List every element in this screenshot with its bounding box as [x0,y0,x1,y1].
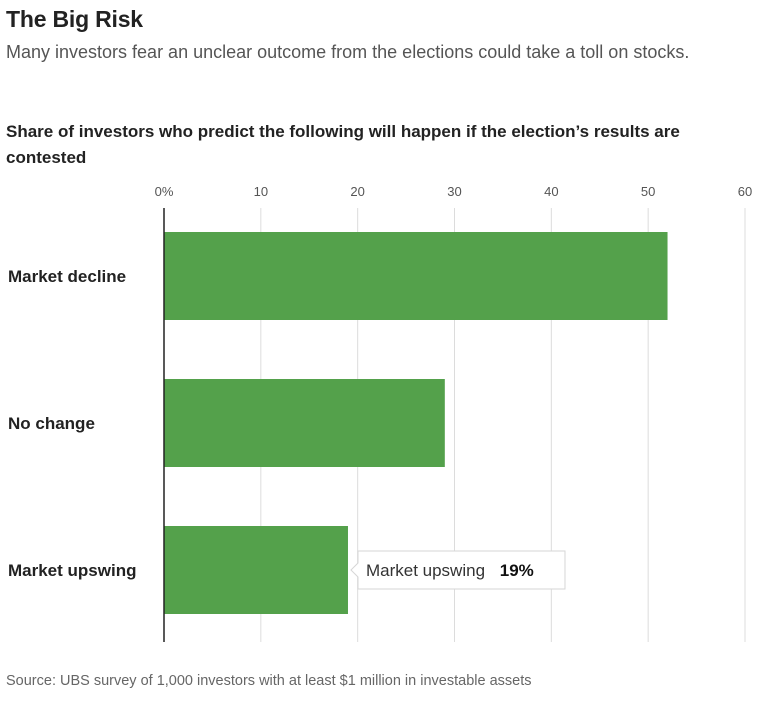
chart-heading: Share of investors who predict the follo… [6,122,680,167]
category-labels: Market decline No change Market upswing [8,267,136,580]
x-tick-label: 30 [447,184,461,199]
bar[interactable] [164,232,668,320]
category-label: Market decline [8,267,126,286]
tooltip-label: Market upswing [366,561,485,580]
source-note: Source: UBS survey of 1,000 investors wi… [6,673,532,689]
tooltip-value: 19% [500,561,534,580]
chart-subtitle: Many investors fear an unclear outcome f… [6,42,690,62]
x-tick-label: 20 [350,184,364,199]
tooltip-box [350,550,566,590]
bar-tooltip: Market upswing 19% [350,550,566,590]
bars [164,232,668,614]
x-tick-label: 0% [155,184,174,199]
x-tick-label: 40 [544,184,558,199]
bar[interactable] [164,379,445,467]
bar[interactable] [164,526,348,614]
x-tick-label: 10 [254,184,268,199]
category-label: Market upswing [8,561,136,580]
tooltip-text: Market upswing 19% [366,561,534,580]
x-tick-label: 50 [641,184,655,199]
x-axis-ticks: 0% 10 20 30 40 50 60 [155,184,753,199]
chart-title-main: The Big Risk [6,6,143,32]
category-label: No change [8,414,95,433]
x-tick-label: 60 [738,184,752,199]
